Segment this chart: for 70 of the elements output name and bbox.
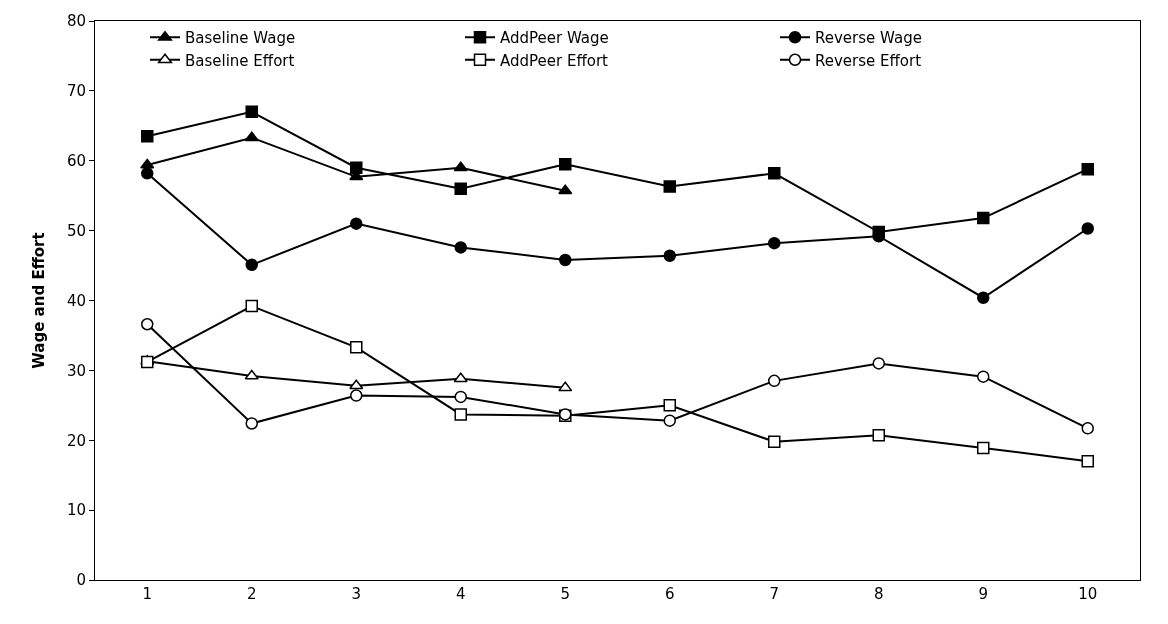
x-tick-label: 7 [769,585,780,603]
point [454,182,467,195]
point [454,390,467,404]
point [350,217,363,230]
point [559,253,572,267]
point [663,180,676,193]
point [454,241,467,254]
y-tick-label: 50 [66,221,86,240]
legend-label: AddPeer Wage [500,29,609,48]
x-tick-label: 4 [455,585,466,603]
x-tick-label: 3 [351,585,362,603]
point [977,441,990,455]
y-tick-label: 70 [66,82,86,101]
point [245,417,258,430]
point [141,130,154,143]
point [245,105,258,119]
point [453,161,468,172]
point [768,167,781,180]
point [1081,422,1094,435]
point [141,318,154,331]
y-axis-title: Wage and Effort [30,232,49,369]
legend-label: Baseline Effort [185,51,295,70]
legend-label: Baseline Wage [185,29,296,48]
point [1081,454,1094,468]
point [453,372,468,383]
x-tick-label: 5 [560,585,571,603]
point [245,299,258,313]
point [1081,222,1094,235]
point [245,258,258,272]
point [872,357,885,370]
point [349,379,364,390]
point [872,429,885,442]
point [663,414,676,427]
point [141,167,154,180]
point [768,236,781,250]
point [1081,162,1094,176]
point [350,341,363,354]
point [558,381,573,392]
point [768,374,781,388]
y-tick-label: 0 [76,571,86,590]
y-tick-label: 40 [66,291,86,310]
legend-label: AddPeer Effort [500,51,609,70]
point [977,211,990,225]
point [558,184,573,195]
legend-label: Reverse Effort [815,51,922,70]
x-tick-label: 2 [246,585,257,603]
point [768,435,781,448]
point [454,408,467,421]
x-tick-label: 8 [873,585,884,603]
x-tick-label: 1 [142,585,153,603]
y-tick-label: 60 [66,152,86,170]
y-tick-label: 20 [66,431,86,450]
point [140,158,155,169]
y-tick-label: 80 [66,12,86,31]
y-tick-label: 10 [66,501,86,520]
point [141,355,154,369]
x-tick-label: 9 [978,585,989,603]
point [663,249,676,263]
point [350,389,363,402]
x-tick-label: 10 [1078,585,1098,603]
x-tick-label: 6 [664,585,675,603]
point [244,369,259,380]
point [663,399,676,412]
y-tick-label: 30 [66,361,86,380]
legend-label: Reverse Wage [815,29,922,48]
point [244,131,259,142]
point [350,161,363,174]
point [559,157,572,171]
point [977,291,990,304]
point [977,370,990,383]
